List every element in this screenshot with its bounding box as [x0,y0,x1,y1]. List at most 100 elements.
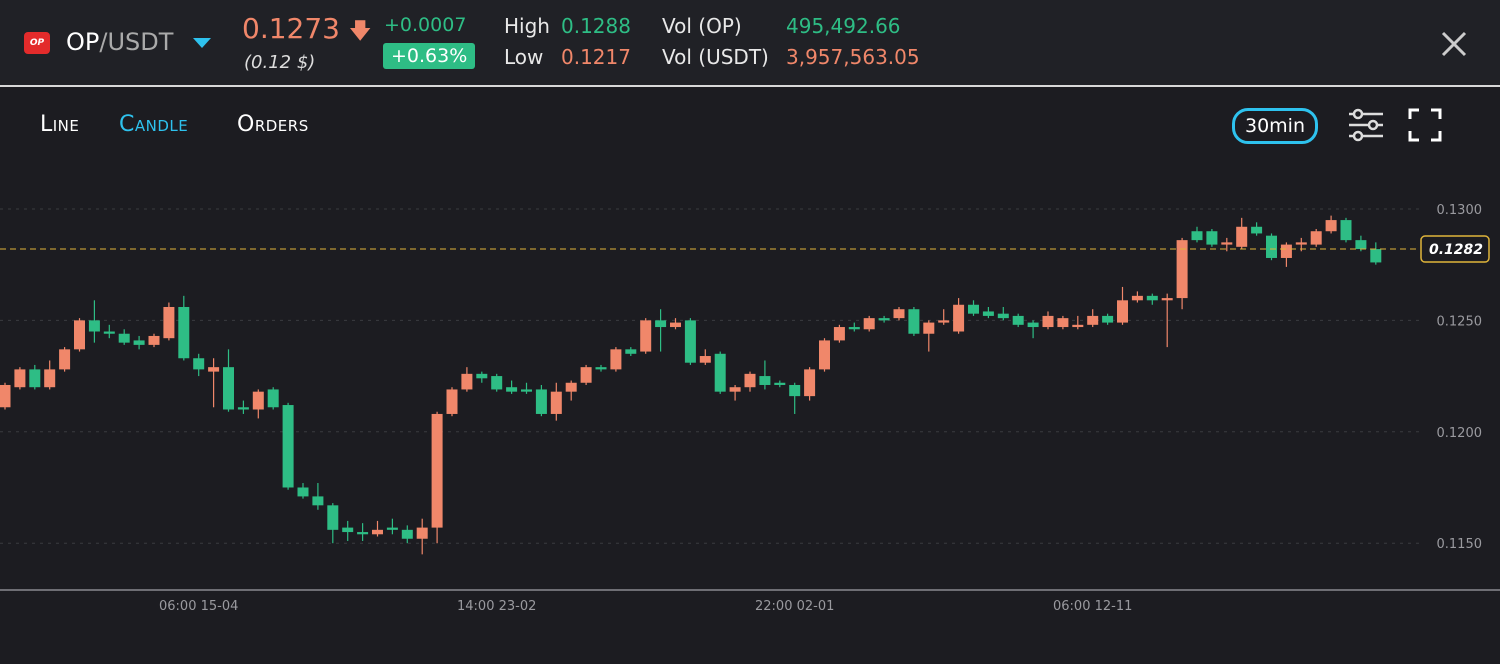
candle-body [1102,315,1114,323]
vol-quote: 3,957,563.05 [786,45,920,69]
candle-body [684,320,696,363]
candle-body [580,367,592,383]
candle-body [491,376,503,390]
candle-body [1236,226,1248,247]
candle-body [1161,298,1173,301]
interval-button[interactable]: 30min [1232,108,1318,144]
candle-body [1072,324,1084,328]
last-price-box [1420,235,1490,263]
down-arrow: 🡇 [348,19,372,44]
candle-body [1295,242,1307,245]
candle-body [521,389,532,392]
candle-body [833,327,845,341]
pair-selector[interactable]: OP/USDT [66,28,212,56]
candle-body [401,529,413,539]
high: 0.1288 [561,14,631,38]
candle-body [14,369,26,388]
candle-body [1027,322,1039,328]
fullscreen-icon[interactable] [1408,108,1442,142]
candle-body [1042,315,1054,328]
candle-body [759,376,771,385]
candle-body [1370,249,1382,263]
candle-body [923,322,935,334]
x-tick-label: 14:00 23-02 [457,599,536,614]
candle-body [1266,235,1277,258]
candle-body [893,309,905,319]
candle-body [208,367,220,372]
candle-body [550,391,562,414]
settings-icon[interactable] [1346,106,1386,144]
candle-body [342,527,354,533]
x-tick-label: 06:00 15-04 [159,599,238,614]
candle-body [655,320,667,328]
vol-base-label: Vol (OP) [662,14,742,38]
candle-body [386,527,398,530]
dropdown-arrow [193,38,212,48]
candle-body [1057,318,1069,328]
candle-body [1340,220,1352,241]
change-pct: +0.63% [383,43,476,69]
tab-orders[interactable]: Orders [237,112,309,137]
candle-body [744,373,756,388]
change: +0.0007 [384,14,467,36]
candle-body [1131,295,1143,301]
candle-body [565,382,577,392]
candle-body [938,320,950,323]
candle-body [1280,244,1292,258]
candle-body [804,369,816,397]
candle-body [312,496,324,506]
candle-body [416,527,428,539]
last-price-label: 0.1282 [1429,242,1483,258]
candle-body [267,389,279,408]
candle-body [193,358,205,370]
candle-body [982,311,994,316]
candle-body [74,320,85,350]
candle-body [327,505,339,530]
candle-body [1191,231,1203,241]
price-value: 0.1273 [242,12,340,45]
candle-body [848,327,860,330]
candle-body [446,389,458,414]
candle-body [103,331,115,334]
candle-body [774,382,786,385]
close-button[interactable] [1440,30,1468,58]
candle-body [819,340,830,370]
candle-body [863,318,875,330]
candle-body [968,304,979,314]
low: 0.1217 [561,45,631,69]
candle-body [535,389,547,414]
candle-body [714,353,726,392]
candle-body [59,349,71,370]
high-label: High [504,14,550,38]
candle-body [1355,240,1367,250]
candle-body [1012,315,1024,325]
vol-quote-label: Vol (USDT) [662,45,769,69]
candle-body [1117,300,1128,323]
y-tick-label: 0.1300 [1437,203,1483,218]
base: OP [66,28,100,56]
candle-body [699,356,711,363]
x-tick-label: 06:00 12-11 [1053,599,1132,614]
fiat-price: (0.12 $) [244,52,316,73]
candle-body [0,384,11,408]
candle-body [640,320,652,352]
quote: /USDT [99,28,174,56]
x-tick-label: 22:00 02-01 [755,599,834,614]
candle-body [1176,240,1188,299]
candle-body [88,320,100,332]
candle-body [1310,231,1322,245]
candle-body [1221,242,1233,245]
logo: OP [24,32,50,54]
candle-body [44,369,56,388]
candle-body [997,313,1009,319]
tab-line[interactable]: Line [40,112,80,137]
candle-body [625,349,637,354]
candle-body [1206,231,1218,245]
tab-candle[interactable]: Candle [119,112,189,137]
candle-body [729,387,741,392]
candle-body [133,340,145,345]
candle-body [1146,295,1158,301]
candle-body [357,532,369,535]
candle-body [148,335,160,345]
